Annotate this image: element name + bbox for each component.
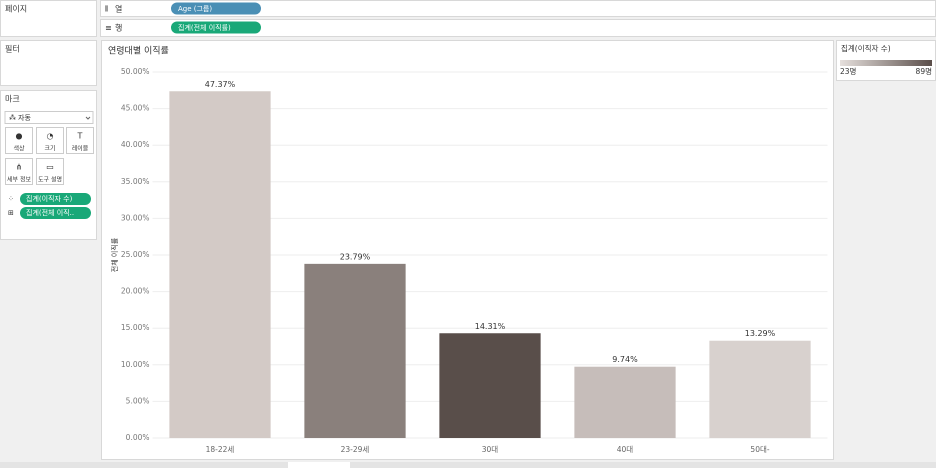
bar bbox=[169, 91, 271, 439]
y-tick-label: 45.00% bbox=[121, 104, 150, 113]
y-tick-label: 25.00% bbox=[121, 250, 150, 259]
legend-max: 89명 bbox=[916, 66, 932, 76]
mark-button-label: 도구 설명 bbox=[38, 176, 62, 184]
mark-button-label: 세부 정보 bbox=[7, 176, 31, 184]
mark-button-label: 크기 bbox=[44, 145, 55, 153]
columns-pill-text: Age (그룹) bbox=[178, 5, 212, 13]
y-tick-label: 50.00% bbox=[121, 67, 150, 76]
bar bbox=[709, 340, 811, 438]
sheet-tabs bbox=[0, 462, 936, 468]
mark-button-label: 색상 bbox=[13, 145, 25, 153]
mark-button-icon: ▭ bbox=[46, 163, 54, 172]
rows-icon: ≡ bbox=[105, 24, 112, 33]
mark-type-dropdown[interactable] bbox=[4, 111, 94, 124]
pill-icon: ⁘ bbox=[8, 195, 14, 203]
mark-button-label: 레이블 bbox=[72, 145, 89, 153]
marks-pill[interactable] bbox=[20, 207, 91, 219]
mark-button[interactable] bbox=[36, 127, 64, 154]
marks-title: 마크 bbox=[5, 95, 20, 104]
value-label: 13.29% bbox=[745, 329, 776, 338]
filters-title: 필터 bbox=[5, 44, 20, 54]
bar bbox=[439, 333, 541, 438]
x-tick-label: 40대 bbox=[617, 445, 634, 454]
filters-card bbox=[0, 40, 97, 86]
y-tick-label: 0.00% bbox=[126, 433, 150, 442]
mark-type-icon: ⁂ bbox=[9, 114, 16, 122]
x-tick-label: 18-22세 bbox=[206, 445, 235, 454]
mark-button-icon: ● bbox=[16, 132, 23, 141]
x-tick-label: 50대- bbox=[750, 445, 769, 454]
y-tick-label: 20.00% bbox=[121, 287, 150, 296]
y-tick-label: 10.00% bbox=[121, 360, 150, 369]
pages-card bbox=[0, 0, 97, 37]
bar bbox=[574, 366, 676, 438]
mark-type: 자동 bbox=[18, 113, 31, 122]
value-label: 23.79% bbox=[340, 252, 371, 261]
columns-pill[interactable] bbox=[171, 2, 261, 15]
rows-pill-text: 집계(전체 이직률) bbox=[178, 23, 231, 32]
y-tick-label: 35.00% bbox=[121, 177, 150, 186]
x-tick-label: 30대 bbox=[482, 445, 499, 454]
mark-button[interactable] bbox=[66, 127, 94, 154]
value-label: 9.74% bbox=[612, 355, 638, 364]
rows-pill[interactable] bbox=[171, 21, 261, 34]
pages-title: 페이지 bbox=[5, 4, 27, 14]
pill-icon: ⊞ bbox=[8, 209, 14, 217]
rows-label: 행 bbox=[115, 23, 122, 33]
legend-title: 집계(이직자 수) bbox=[841, 43, 891, 53]
mark-button[interactable] bbox=[5, 127, 33, 154]
value-label: 14.31% bbox=[475, 322, 506, 331]
mark-button-icon: ◔ bbox=[47, 132, 54, 141]
y-tick-label: 40.00% bbox=[121, 140, 150, 149]
x-tick-label: 23-29세 bbox=[341, 445, 370, 454]
columns-icon: ⫴ bbox=[105, 5, 108, 14]
mark-button[interactable] bbox=[5, 158, 33, 185]
columns-label: 열 bbox=[115, 5, 122, 14]
value-label: 47.37% bbox=[205, 80, 236, 89]
mark-button[interactable] bbox=[36, 158, 64, 185]
y-tick-label: 5.00% bbox=[126, 396, 150, 405]
marks-pill-text: 집계(이직자 수) bbox=[26, 194, 73, 203]
mark-button-icon: T bbox=[77, 132, 83, 141]
y-tick-label: 30.00% bbox=[121, 213, 150, 222]
legend-gradient bbox=[840, 60, 932, 66]
mark-button-icon: ⋔ bbox=[16, 163, 23, 172]
marks-pill-text: 집계(전체 이직.. bbox=[26, 208, 74, 217]
dropdown-arrow bbox=[85, 116, 91, 120]
bar bbox=[304, 263, 406, 438]
y-tick-label: 15.00% bbox=[121, 323, 150, 332]
chart-title: 연령대별 이직률 bbox=[108, 45, 169, 57]
marks-pill[interactable] bbox=[20, 193, 91, 205]
legend-min: 23명 bbox=[840, 66, 856, 76]
y-axis-title: 전체 이직률 bbox=[110, 237, 119, 272]
active-tab[interactable] bbox=[288, 462, 350, 468]
